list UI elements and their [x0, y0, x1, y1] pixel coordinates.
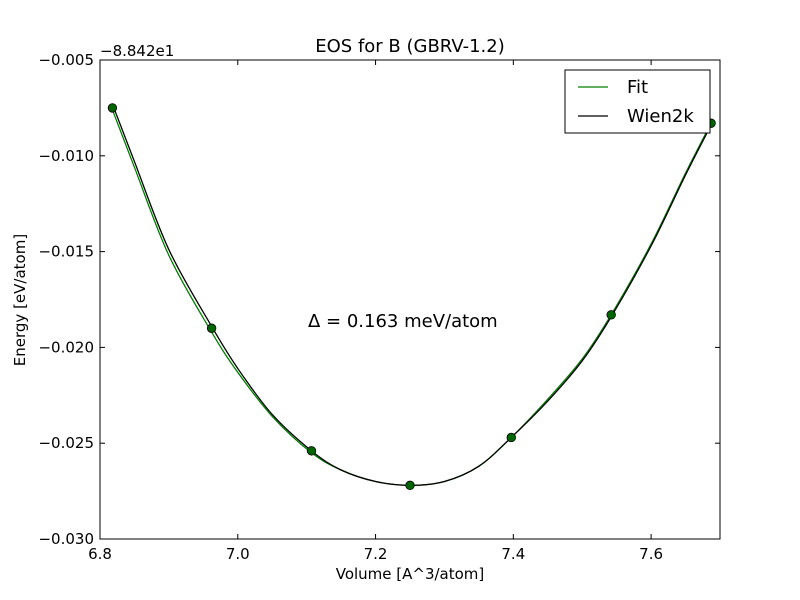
data-points: [107, 103, 716, 491]
y-tick-label: −0.015: [38, 243, 94, 261]
x-tick-label: 7.4: [501, 545, 525, 563]
legend-label-fit: Fit: [627, 77, 648, 98]
data-point: [606, 310, 616, 320]
data-point: [506, 432, 516, 443]
chart-title: EOS for B (GBRV-1.2): [315, 36, 504, 57]
data-point: [405, 480, 415, 491]
y-axis-ticks: −0.005 −0.010 −0.015 −0.020 −0.025 −0.030: [38, 51, 720, 548]
x-axis-label: Volume [A^3/atom]: [336, 565, 485, 583]
legend: Fit Wien2k: [564, 69, 711, 134]
data-point: [206, 323, 217, 333]
x-axis-ticks: 6.8 7.0 7.2 7.4 7.6: [88, 60, 663, 563]
y-tick-label: −0.020: [38, 338, 94, 356]
x-tick-label: 7.2: [364, 545, 388, 563]
data-point: [107, 103, 118, 113]
plot-area: [107, 103, 716, 491]
legend-label-wien2k: Wien2k: [627, 106, 694, 127]
x-tick-label: 7.0: [226, 545, 250, 563]
data-point: [306, 446, 317, 456]
y-tick-label: −0.025: [38, 434, 94, 452]
y-axis-label: Energy [eV/atom]: [11, 234, 29, 366]
y-tick-label: −0.005: [38, 51, 94, 69]
y-tick-label: −0.030: [38, 530, 94, 548]
y-tick-label: −0.010: [38, 147, 94, 165]
legend-box: [564, 69, 711, 134]
x-tick-label: 7.6: [639, 545, 663, 563]
y-offset-label: −8.842e1: [100, 42, 174, 60]
axes-frame: [99, 59, 721, 540]
x-tick-label: 6.8: [88, 545, 112, 563]
delta-annotation: Δ = 0.163 meV/atom: [308, 311, 498, 332]
